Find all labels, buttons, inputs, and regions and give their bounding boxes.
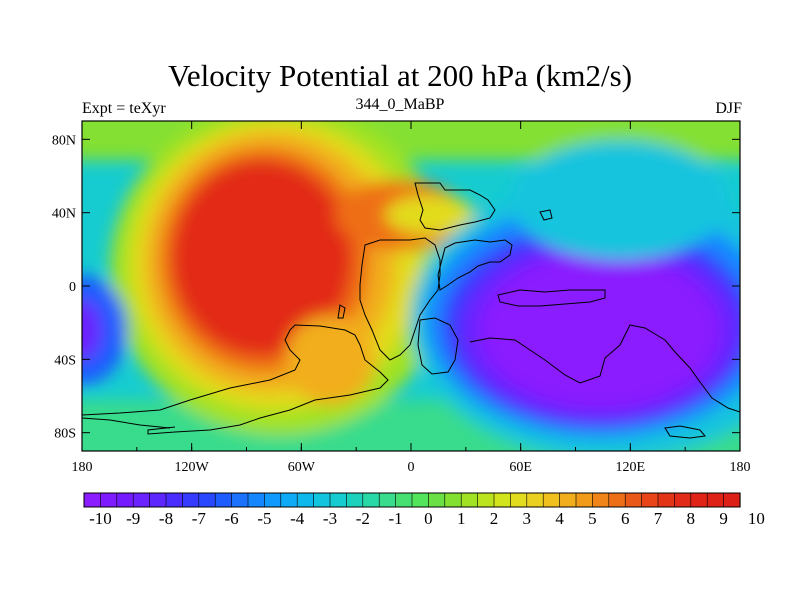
experiment-label: Expt = teXyr [82, 100, 166, 117]
colorbar-label: -9 [126, 509, 140, 528]
x-tick-label: 180 [72, 460, 93, 475]
colorbar-frame [83, 492, 741, 508]
colorbar-label: 6 [621, 509, 630, 528]
x-tick-label: 120E [616, 460, 646, 475]
colorbar-label: 4 [555, 509, 564, 528]
colorbar-swatch [542, 492, 561, 508]
colorbar-swatch [575, 492, 594, 508]
x-tick-label: 0 [408, 460, 415, 475]
colorbar-swatch [182, 492, 200, 508]
colorbar-swatch [313, 492, 331, 508]
colorbar-label: -4 [290, 509, 305, 528]
colorbar-swatch [460, 492, 479, 508]
map-axes: 180 120W 60W 0 60E 120E 180 80N 40N 0 40S 80S [52, 120, 751, 475]
colorbar-label: 8 [687, 509, 696, 528]
x-tick-label: 60W [288, 460, 316, 475]
chart-title: Velocity Potential at 200 hPa (km2/s) [167, 58, 633, 93]
colorbar-swatch [346, 492, 364, 508]
colorbar-label: -8 [159, 509, 173, 528]
colorbar-label: -6 [225, 509, 239, 528]
colorbar-swatch [296, 492, 315, 508]
x-tick-label: 180 [730, 460, 751, 475]
colorbar-swatch [329, 492, 348, 508]
colorbar-swatch [231, 492, 249, 508]
y-tick-label: 40N [52, 207, 76, 222]
colorbar: -10 -9 -8 -7 -6 -5 -4 -3 -2 -1 0 1 2 3 4 5 6 7 8 9 10 [83, 492, 765, 528]
colorbar-swatch [477, 492, 495, 508]
colorbar-label: 5 [588, 509, 597, 528]
coastline-outlines [82, 182, 740, 439]
colorbar-swatch [444, 492, 462, 508]
colorbar-label: -5 [257, 509, 271, 528]
colorbar-label: -10 [89, 509, 112, 528]
x-tick-label: 60E [509, 460, 532, 475]
colorbar-label: 2 [490, 509, 499, 528]
colorbar-swatch [264, 492, 282, 508]
colorbar-swatch [411, 492, 430, 508]
colorbar-label: 9 [719, 509, 728, 528]
colorbar-swatch [214, 492, 233, 508]
colorbar-swatch [624, 492, 643, 508]
colorbar-swatch [247, 492, 266, 508]
colorbar-swatch [165, 492, 184, 508]
colorbar-swatch [723, 492, 741, 508]
colorbar-swatch [674, 492, 692, 508]
colorbar-swatch [362, 492, 380, 508]
colorbar-label: -7 [192, 509, 207, 528]
colorbar-label: -2 [356, 509, 370, 528]
colorbar-swatch [690, 492, 708, 508]
colorbar-label: 1 [457, 509, 466, 528]
colorbar-label: 3 [523, 509, 532, 528]
colorbar-swatch [526, 492, 544, 508]
colorbar-swatch [280, 492, 298, 508]
colorbar-label: 7 [654, 509, 663, 528]
colorbar-swatch [149, 492, 167, 508]
colorbar-swatch [100, 492, 118, 508]
colorbar-swatch [395, 492, 413, 508]
colorbar-swatch [198, 492, 216, 508]
colorbar-swatch [378, 492, 397, 508]
colorbar-swatch [657, 492, 676, 508]
x-tick-label: 120W [175, 460, 210, 475]
colorbar-swatch [493, 492, 512, 508]
colorbar-swatch [706, 492, 725, 508]
colorbar-swatch [510, 492, 528, 508]
map-field [82, 121, 740, 451]
y-tick-label: 80S [54, 427, 76, 442]
colorbar-label: 0 [424, 509, 433, 528]
colorbar-swatch [428, 492, 446, 508]
colorbar-swatch [608, 492, 626, 508]
colorbar-swatch [83, 492, 102, 508]
colorbar-swatch [132, 492, 151, 508]
colorbar-swatch [592, 492, 610, 508]
period-label: 344_0_MaBP [355, 96, 445, 113]
y-tick-label: 80N [52, 133, 76, 148]
colorbar-label: -3 [323, 509, 337, 528]
colorbar-swatch [116, 492, 134, 508]
y-tick-label: 0 [69, 280, 76, 295]
y-tick-label: 40S [54, 353, 76, 368]
colorbar-swatch [559, 492, 577, 508]
colorbar-label: -1 [389, 509, 403, 528]
colorbar-swatch [641, 492, 659, 508]
colorbar-label: 10 [748, 509, 765, 528]
season-label: DJF [715, 100, 742, 117]
